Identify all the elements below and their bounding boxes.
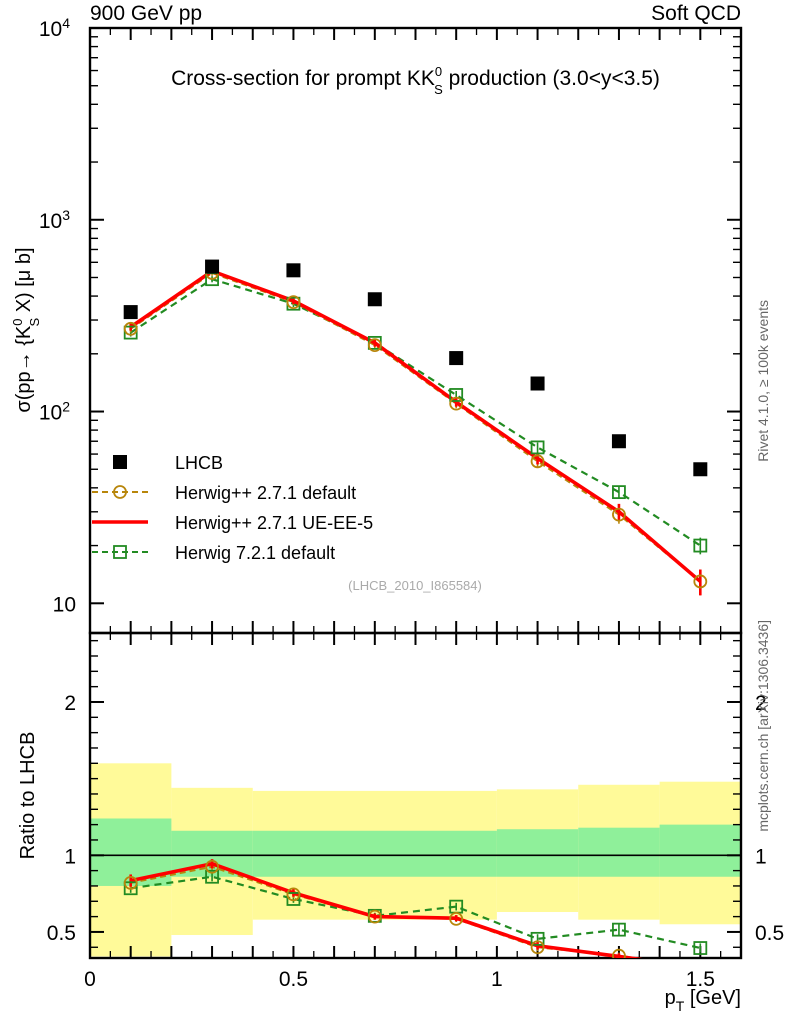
x-axis-label-text: pT [GeV] <box>665 987 741 1014</box>
ratio-herwigpp-ueee5-line <box>130 861 643 958</box>
main-panel-y-ticks: 104 103 102 10 <box>39 15 741 616</box>
ratio-herwigpp-default-marker <box>367 909 382 924</box>
x-axis-label: pT [GeV] <box>665 987 741 1014</box>
legend: LHCB Herwig++ 2.7.1 default Herwig++ 2.7.1… <box>92 453 373 563</box>
x-tick-label: 0.5 <box>279 968 308 991</box>
ratio-herwig721-marker <box>693 941 708 955</box>
ratio-y-tick-label: 0.5 <box>47 922 76 945</box>
legend-marker-circle <box>113 485 127 499</box>
lhcb-marker <box>693 462 708 477</box>
lhcb-marker <box>205 259 220 274</box>
y-tick-label: 102 <box>39 399 70 425</box>
legend-label-3: Herwig 7.2.1 default <box>175 543 335 563</box>
herwig721-marker <box>449 388 464 402</box>
legend-label-2: Herwig++ 2.7.1 UE-EE-5 <box>175 513 373 533</box>
ratio-herwigpp-default-marker <box>449 912 464 926</box>
y-tick-label: 103 <box>39 207 70 233</box>
ratio-y-axis-label-text: Ratio to LHCB <box>17 732 39 860</box>
herwigpp-default-marker <box>530 454 545 469</box>
lhcb-marker <box>123 305 138 320</box>
ratio-panel-data <box>123 859 708 958</box>
main-y-axis-label: σ(pp→ {K0 S X) [μ b] <box>10 247 42 412</box>
title-text: Cross-section for prompt KK0 S production… <box>171 64 660 97</box>
legend-label-1: Herwig++ 2.7.1 default <box>175 483 356 503</box>
ratio-herwigpp-default-marker <box>612 948 626 958</box>
lhcb-marker <box>611 434 626 449</box>
legend-marker-square <box>113 545 127 559</box>
ratio-y-tick-label: 1 <box>64 845 76 868</box>
mcplots-label: mcplots.cern.ch [arXiv:1306.3436] <box>755 620 771 832</box>
watermark-text: (LHCB_2010_I865584) <box>348 578 482 593</box>
ratio-herwig721-marker <box>612 922 626 937</box>
x-tick-label: 1.5 <box>686 968 715 991</box>
herwigpp-default-marker <box>449 396 464 411</box>
legend-label-0: LHCB <box>175 453 223 473</box>
herwigpp-default-marker <box>123 321 138 336</box>
y-tick-label: 104 <box>39 15 70 41</box>
ratio-herwigpp-default-marker <box>205 859 219 874</box>
x-ticks: 0 0.5 1 1.5 <box>84 28 742 991</box>
header-left: 900 GeV pp <box>90 2 202 25</box>
lhcb-marker <box>449 351 464 366</box>
x-tick-label: 1 <box>491 968 503 991</box>
herwigpp-default-line <box>130 271 701 583</box>
header-row: 900 GeV pp Soft QCD <box>90 2 741 25</box>
herwig721-line <box>130 278 701 547</box>
lhcb-marker <box>367 292 382 307</box>
ratio-panel-y-ticks: 2 2 1 1 0.5 0.5 <box>47 639 784 948</box>
band-inner-green <box>496 829 579 877</box>
main-panel-data <box>123 259 708 596</box>
ratio-uncertainty-bands <box>90 763 741 957</box>
ratio-herwigpp-default-marker <box>286 887 301 902</box>
herwigpp-default-marker <box>367 338 382 353</box>
rivet-version-label: Rivet 4.1.0, ≥ 100k events <box>755 300 771 462</box>
herwigpp-default-marker <box>693 574 708 589</box>
ratio-herwig721-marker <box>205 869 219 884</box>
herwigpp-default-marker <box>286 295 301 310</box>
dataset-watermark: (LHCB_2010_I865584) <box>348 578 482 593</box>
ratio-y-tick-label: 2 <box>64 692 76 715</box>
ratio-herwig721-marker <box>123 881 138 896</box>
y-tick-label: 10 <box>53 593 76 616</box>
lhcb-marker <box>286 263 301 278</box>
y-axis-label-text: σ(pp→ {K0 S X) [μ b] <box>10 247 42 412</box>
herwig721-marker <box>530 440 545 455</box>
band-inner-green <box>659 824 741 877</box>
herwigpp-ueee5-line <box>129 269 702 583</box>
ratio-y-tick-label-right: 2 <box>755 692 767 715</box>
herwig721-marker <box>693 538 708 553</box>
legend-marker-lhcb <box>113 455 127 469</box>
ratio-herwigpp-default-marker <box>123 875 138 890</box>
x-tick-label: 0 <box>84 968 96 991</box>
header-right: Soft QCD <box>651 2 741 25</box>
ratio-herwig721-line <box>130 875 701 950</box>
plot-title: Cross-section for prompt KK0 S production… <box>171 64 660 97</box>
herwig721-marker <box>123 325 138 340</box>
ratio-herwig721-marker <box>530 931 545 946</box>
ratio-herwig721-marker <box>286 892 301 906</box>
side-annotations: Rivet 4.1.0, ≥ 100k events mcplots.cern.c… <box>755 300 771 832</box>
band-inner-green <box>578 827 660 877</box>
ratio-y-axis-label: Ratio to LHCB <box>17 732 39 860</box>
ratio-herwigpp-default-marker <box>530 940 545 955</box>
lhcb-marker <box>530 376 545 391</box>
herwig721-marker <box>612 485 626 500</box>
herwigpp-default-marker <box>612 507 626 522</box>
band-inner-green <box>252 830 497 877</box>
ratio-y-tick-label-right: 0.5 <box>755 922 784 945</box>
ratio-y-tick-label-right: 1 <box>755 845 767 868</box>
